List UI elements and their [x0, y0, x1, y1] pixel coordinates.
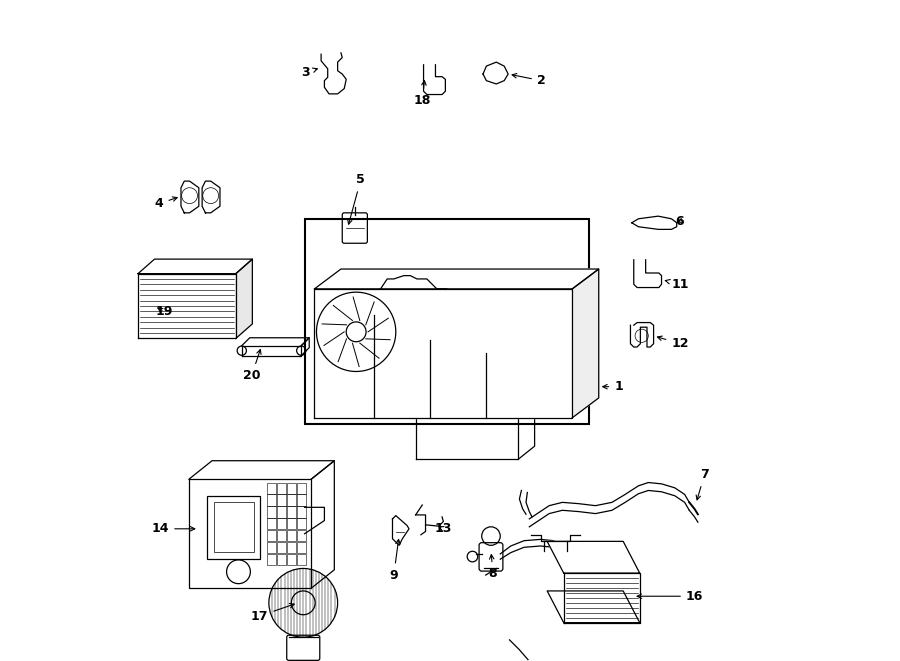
Text: 4: 4	[155, 197, 177, 210]
Bar	[287, 494, 296, 506]
Bar	[267, 530, 276, 541]
Bar	[297, 554, 306, 565]
Bar	[277, 542, 286, 553]
Polygon shape	[314, 289, 572, 418]
Bar	[287, 542, 296, 553]
Text: 3: 3	[302, 66, 318, 79]
Bar	[267, 554, 276, 565]
Bar	[277, 530, 286, 541]
Bar	[277, 554, 286, 565]
Bar	[297, 518, 306, 529]
Text: 10: 10	[321, 377, 348, 391]
Bar	[277, 483, 286, 494]
Polygon shape	[416, 297, 535, 311]
Bar	[277, 506, 286, 518]
Bar	[297, 542, 306, 553]
Polygon shape	[453, 297, 469, 311]
Polygon shape	[416, 311, 518, 459]
Text: 17: 17	[251, 603, 294, 623]
Bar	[267, 542, 276, 553]
Bar	[287, 506, 296, 518]
Text: 6: 6	[676, 215, 684, 228]
Bar	[277, 518, 286, 529]
Bar	[297, 483, 306, 494]
Text: 20: 20	[243, 350, 261, 382]
Polygon shape	[563, 573, 640, 623]
Bar	[297, 530, 306, 541]
Polygon shape	[547, 591, 640, 623]
Polygon shape	[496, 297, 513, 311]
Polygon shape	[547, 541, 640, 573]
Bar	[277, 494, 286, 506]
Polygon shape	[242, 346, 302, 356]
Text: 1: 1	[603, 380, 623, 393]
Bar	[297, 506, 306, 518]
Polygon shape	[438, 297, 454, 311]
Text: 19: 19	[156, 305, 173, 319]
Bar	[287, 518, 296, 529]
Text: 11: 11	[665, 278, 688, 291]
Polygon shape	[518, 297, 535, 459]
Text: 7: 7	[697, 468, 709, 500]
Text: 2: 2	[512, 73, 545, 87]
Bar	[267, 494, 276, 506]
Text: 5: 5	[347, 173, 365, 224]
Bar	[267, 518, 276, 529]
Bar	[267, 483, 276, 494]
Text: 8: 8	[489, 555, 498, 580]
Text: 16: 16	[637, 590, 703, 603]
Bar	[304, 219, 589, 424]
Polygon shape	[424, 297, 440, 311]
Polygon shape	[138, 259, 252, 274]
Text: 12: 12	[657, 336, 688, 350]
Text: 15: 15	[393, 312, 421, 325]
Polygon shape	[572, 269, 598, 418]
Text: 13: 13	[435, 522, 452, 535]
Bar	[287, 554, 296, 565]
Polygon shape	[236, 259, 252, 338]
Polygon shape	[138, 274, 236, 338]
Polygon shape	[482, 297, 499, 311]
Text: 18: 18	[414, 81, 431, 107]
Bar	[297, 494, 306, 506]
Polygon shape	[314, 269, 598, 289]
Bar	[267, 506, 276, 518]
Text: 14: 14	[152, 522, 194, 535]
Bar	[287, 483, 296, 494]
Bar	[287, 530, 296, 541]
Polygon shape	[467, 297, 483, 311]
Text: 9: 9	[390, 539, 400, 582]
